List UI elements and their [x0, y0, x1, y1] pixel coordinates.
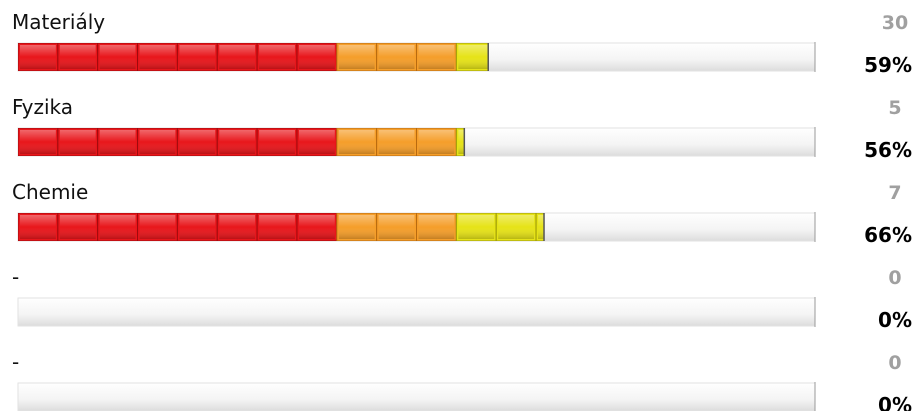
- bar-block-shade: [498, 215, 535, 239]
- bar-block-shade: [378, 130, 415, 154]
- row-count: 0: [888, 352, 901, 374]
- bar-block-shade: [59, 130, 96, 154]
- bar-fill: [18, 213, 545, 241]
- row-count: 5: [888, 97, 901, 119]
- row-label: Materiály: [12, 10, 105, 34]
- bar-block-shade: [59, 45, 96, 69]
- bar-fill: [18, 43, 489, 71]
- bar-track: [17, 297, 816, 327]
- bar-block-shade: [59, 215, 96, 239]
- bar-block-shade: [259, 215, 295, 239]
- row-percent: 66%: [864, 223, 912, 247]
- bar-block-shade: [298, 215, 335, 239]
- bar-block-shade: [338, 130, 375, 154]
- progress-row: Chemie 7 66%: [12, 180, 912, 247]
- progress-row: Fyzika 5 56%: [12, 95, 912, 162]
- bar-block-shade: [418, 215, 455, 239]
- bar-block-shade: [418, 45, 455, 69]
- bar-block-shade: [139, 45, 176, 69]
- row-percent: 0%: [878, 308, 912, 332]
- bar-block-shade: [20, 130, 56, 154]
- bar-block-shade: [298, 45, 335, 69]
- bar-block-shade: [259, 45, 295, 69]
- bar-block-shade: [458, 130, 465, 154]
- bar-block-shade: [219, 45, 256, 69]
- bar-block-shade: [99, 130, 136, 154]
- bar-block-shade: [458, 45, 489, 69]
- progress-row: - 0 0%: [12, 265, 912, 332]
- bar-block-shade: [179, 215, 216, 239]
- row-count: 0: [888, 267, 901, 289]
- bar-block-shade: [538, 215, 545, 239]
- progress-row: - 0 0%: [12, 350, 912, 411]
- row-percent: 0%: [878, 393, 912, 411]
- row-percent: 59%: [864, 53, 912, 77]
- row-percent: 56%: [864, 138, 912, 162]
- bar-block-shade: [179, 130, 216, 154]
- row-label: -: [12, 350, 19, 374]
- bar-block-shade: [418, 130, 455, 154]
- bar-block-shade: [20, 45, 56, 69]
- bar-block-shade: [298, 130, 335, 154]
- bar-block-shade: [20, 215, 56, 239]
- bar-block-shade: [139, 215, 176, 239]
- bar-block-shade: [378, 45, 415, 69]
- bar-block-shade: [338, 215, 375, 239]
- bar-block-shade: [219, 215, 256, 239]
- row-label: -: [12, 265, 19, 289]
- bar-block-shade: [99, 45, 136, 69]
- bar-block-shade: [219, 130, 256, 154]
- bar-block-shade: [99, 215, 136, 239]
- row-count: 30: [882, 12, 908, 34]
- bar-track: [17, 382, 816, 411]
- bar-block-shade: [259, 130, 295, 154]
- bar-block-shade: [139, 130, 176, 154]
- progress-row: Materiály 30 59%: [12, 10, 912, 77]
- row-count: 7: [888, 182, 901, 204]
- bar-block-shade: [458, 215, 495, 239]
- bar-block-shade: [338, 45, 375, 69]
- row-label: Chemie: [12, 180, 88, 204]
- bar-block-shade: [378, 215, 415, 239]
- row-label: Fyzika: [12, 95, 73, 119]
- bar-block-shade: [179, 45, 216, 69]
- bar-fill: [18, 128, 465, 156]
